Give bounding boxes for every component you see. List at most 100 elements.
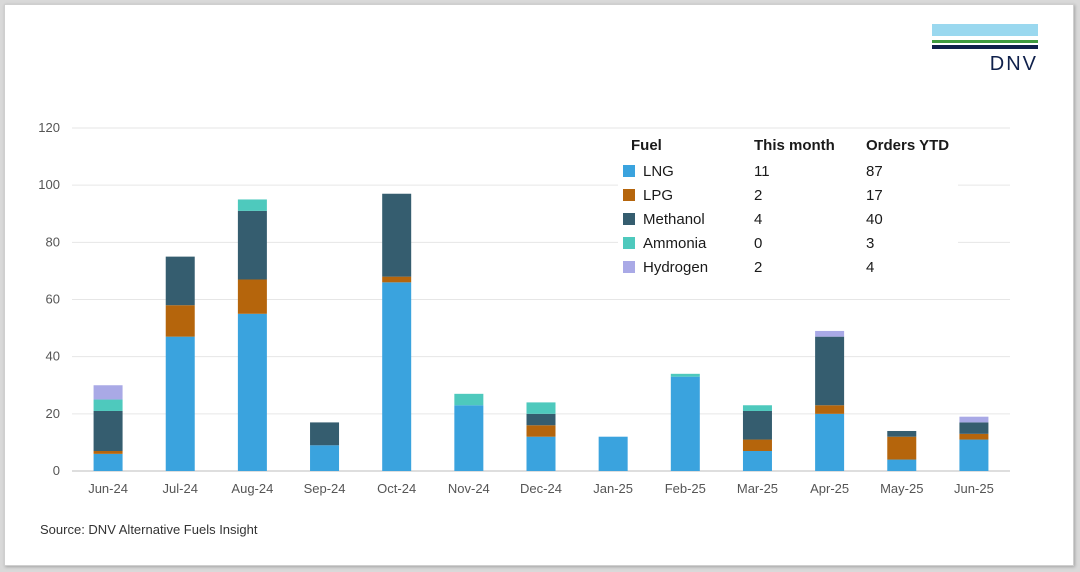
legend-header-fuel: Fuel [631, 137, 662, 154]
legend-row-lpg: LPG 2 17 [618, 184, 949, 208]
y-tick-label: 100 [38, 177, 60, 192]
legend-swatch [623, 237, 635, 249]
legend-swatch [623, 165, 635, 177]
legend-row-ammonia: Ammonia 0 3 [618, 232, 949, 256]
bar-lpg-dec-24 [526, 425, 556, 437]
bars [93, 193, 989, 471]
y-tick-label: 80 [46, 234, 60, 249]
bar-methanol-jun-24 [93, 410, 123, 451]
x-axis: Jun-24 Jul-24 Aug-24 Sep-24 Oct-24 Nov-24 Dec-… [88, 481, 994, 496]
legend-this-month: 2 [754, 259, 763, 276]
legend-fuel: LPG [643, 187, 674, 204]
bar-lng-apr-25 [815, 413, 845, 471]
bar-methanol-apr-25 [815, 336, 845, 406]
source-note: Source: DNV Alternative Fuels Insight [40, 522, 258, 537]
logo-bar-light [932, 24, 1038, 36]
bar-lng-jun-25 [959, 439, 989, 471]
legend-fuel: Hydrogen [643, 259, 709, 276]
legend-fuel: Ammonia [643, 235, 707, 252]
bar-methanol-sep-24 [310, 422, 340, 446]
legend-orders-ytd: 3 [866, 235, 875, 252]
bar-methanol-oct-24 [382, 193, 412, 277]
y-tick-label: 60 [46, 292, 60, 307]
x-tick-label: Nov-24 [448, 481, 490, 496]
bar-lng-jan-25 [598, 436, 628, 471]
bar-lpg-jul-24 [165, 305, 195, 337]
bar-lng-mar-25 [742, 450, 772, 471]
bar-lpg-apr-25 [815, 405, 845, 414]
bar-lng-jun-24 [93, 453, 123, 471]
dnv-logo: DNV [932, 24, 1038, 76]
y-tick-label: 120 [38, 120, 60, 135]
logo-wordmark: DNV [989, 53, 1038, 75]
y-axis: 0 20 40 60 80 100 120 [38, 120, 60, 478]
bar-ammonia-dec-24 [526, 402, 556, 414]
bar-ammonia-jun-24 [93, 399, 123, 411]
bar-hydrogen-jun-25 [959, 416, 989, 423]
bar-lng-jul-24 [165, 336, 195, 471]
legend-this-month: 11 [754, 163, 770, 180]
bar-lng-oct-24 [382, 282, 412, 471]
legend-row-lng: LNG 11 87 [618, 160, 949, 184]
legend-row-hydrogen: Hydrogen 2 4 [618, 256, 949, 280]
x-tick-label: Jun-25 [954, 481, 994, 496]
bar-ammonia-nov-24 [454, 393, 484, 406]
legend-swatch [623, 261, 635, 273]
legend-orders-ytd: 4 [866, 259, 875, 276]
x-tick-label: Feb-25 [665, 481, 706, 496]
x-tick-label: Oct-24 [377, 481, 416, 496]
bar-lpg-may-25 [887, 436, 917, 460]
bar-ammonia-mar-25 [742, 405, 772, 411]
bar-methanol-dec-24 [526, 413, 556, 426]
legend-fuel: LNG [643, 163, 674, 180]
bar-methanol-mar-25 [742, 410, 772, 440]
bar-ammonia-aug-24 [237, 199, 267, 211]
x-tick-label: Dec-24 [520, 481, 562, 496]
bar-lng-feb-25 [670, 376, 700, 471]
y-tick-label: 0 [53, 463, 60, 478]
legend-fuel: Methanol [643, 211, 705, 228]
bar-lng-aug-24 [237, 313, 267, 471]
x-tick-label: Jan-25 [593, 481, 633, 496]
y-tick-label: 40 [46, 349, 60, 364]
legend-this-month: 4 [754, 211, 763, 228]
x-tick-label: Jun-24 [88, 481, 128, 496]
x-tick-label: Aug-24 [231, 481, 273, 496]
bar-hydrogen-jun-24 [93, 385, 123, 400]
bar-methanol-may-25 [887, 430, 917, 437]
bar-lpg-oct-24 [382, 276, 412, 283]
y-tick-label: 20 [46, 406, 60, 421]
bar-lpg-aug-24 [237, 279, 267, 314]
legend-row-methanol: Methanol 4 40 [618, 208, 949, 232]
bar-methanol-jul-24 [165, 256, 195, 306]
legend-orders-ytd: 17 [866, 187, 883, 204]
x-tick-label: Sep-24 [304, 481, 346, 496]
x-tick-label: May-25 [880, 481, 923, 496]
legend-swatch [623, 213, 635, 225]
bar-lpg-mar-25 [742, 439, 772, 451]
bar-lng-nov-24 [454, 405, 484, 471]
x-tick-label: Jul-24 [163, 481, 198, 496]
legend-table: Fuel This month Orders YTD LNG 11 87 LPG 2 17… [618, 133, 958, 280]
bar-methanol-aug-24 [237, 210, 267, 280]
legend-this-month: 0 [754, 235, 763, 252]
bar-lng-dec-24 [526, 436, 556, 471]
legend-swatch [623, 189, 635, 201]
bar-lpg-jun-25 [959, 433, 989, 440]
bar-lpg-jun-24 [93, 450, 123, 454]
bar-lng-may-25 [887, 459, 917, 471]
bar-hydrogen-apr-25 [815, 330, 845, 337]
logo-bar-green [932, 40, 1038, 43]
logo-bar-navy [932, 45, 1038, 49]
bar-methanol-jun-25 [959, 422, 989, 434]
bar-lng-sep-24 [310, 445, 340, 471]
legend-header-this-month: This month [754, 137, 835, 154]
x-tick-label: Apr-25 [810, 481, 849, 496]
legend-header-orders-ytd: Orders YTD [866, 137, 950, 154]
x-tick-label: Mar-25 [737, 481, 778, 496]
legend-orders-ytd: 87 [866, 163, 883, 180]
bar-ammonia-feb-25 [670, 373, 700, 377]
legend-this-month: 2 [754, 187, 763, 204]
legend-orders-ytd: 40 [866, 211, 883, 228]
